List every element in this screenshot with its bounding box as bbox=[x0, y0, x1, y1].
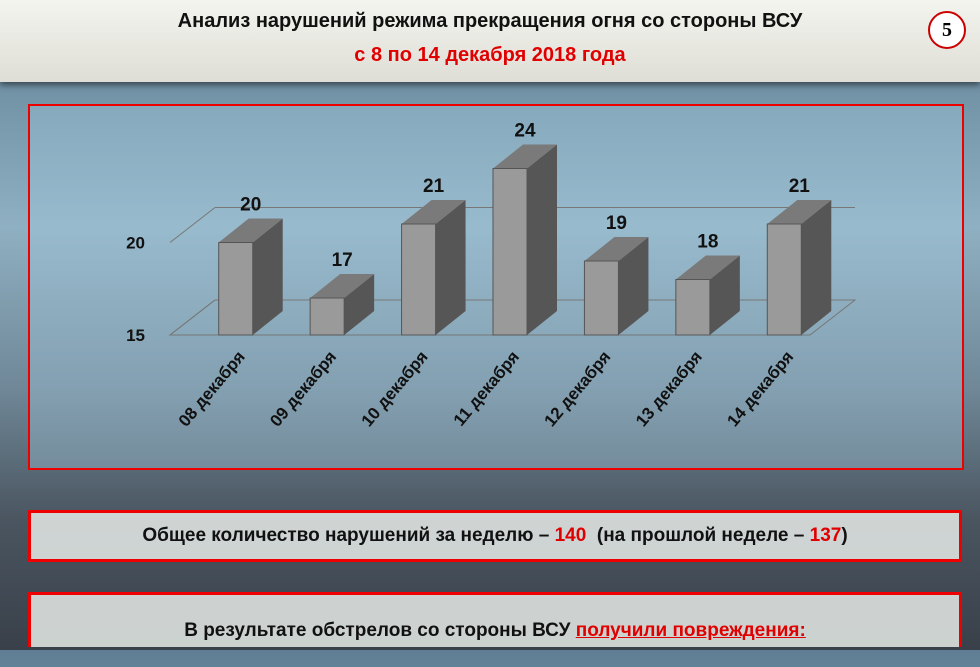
damage-box: В результате обстрелов со стороны ВСУ по… bbox=[28, 592, 962, 647]
y-tick-label: 20 bbox=[126, 234, 145, 253]
summary-prev-value: 137 bbox=[809, 525, 842, 546]
x-tick-label: 08 декабря bbox=[175, 347, 249, 430]
bar-top bbox=[767, 200, 832, 224]
value-label: 21 bbox=[423, 176, 445, 197]
bar-side bbox=[618, 237, 649, 335]
bar-top bbox=[401, 200, 466, 224]
y-tick-label: 15 bbox=[126, 326, 145, 345]
summary-value: 140 bbox=[554, 525, 587, 546]
grid-line-side bbox=[169, 207, 216, 243]
summary-prev-text: (на прошлой неделе – bbox=[596, 525, 805, 546]
bar bbox=[675, 279, 711, 336]
summary-text: Общее количество нарушений за неделю – bbox=[142, 525, 550, 546]
value-label: 20 bbox=[240, 195, 261, 216]
x-tick-label: 11 декабря bbox=[450, 347, 523, 429]
x-tick-label: 14 декабря bbox=[723, 347, 797, 430]
bar-top bbox=[493, 144, 557, 169]
value-label: 19 bbox=[606, 213, 627, 234]
damage-text: В результате обстрелов со стороны ВСУ bbox=[184, 620, 571, 641]
bar-top bbox=[218, 218, 283, 243]
value-label: 18 bbox=[697, 232, 718, 253]
x-tick-label: 10 декабря bbox=[358, 347, 432, 430]
value-label: 17 bbox=[332, 250, 353, 271]
bar-top bbox=[584, 237, 649, 261]
bar bbox=[309, 297, 345, 336]
header: Анализ нарушений режима прекращения огня… bbox=[0, 0, 980, 82]
grid-line-side bbox=[169, 299, 216, 336]
bar-top bbox=[675, 255, 740, 280]
bar-side bbox=[435, 200, 466, 335]
bar-side bbox=[709, 255, 740, 335]
summary-box: Общее количество нарушений за неделю – 1… bbox=[28, 510, 962, 562]
bar-top bbox=[310, 274, 375, 298]
bar bbox=[401, 223, 437, 336]
bar-side bbox=[801, 200, 832, 335]
bar bbox=[492, 168, 528, 336]
bar bbox=[583, 260, 619, 336]
bar-side bbox=[344, 274, 375, 335]
bar-side bbox=[252, 218, 283, 335]
page-number: 5 bbox=[928, 11, 966, 49]
slide: Анализ нарушений режима прекращения огня… bbox=[0, 0, 980, 650]
title: Анализ нарушений режима прекращения огня… bbox=[177, 10, 803, 32]
bar bbox=[218, 242, 254, 336]
chart: 15 20 08 декабря 20 09 декабря 17 10 декабря 21… bbox=[126, 121, 857, 430]
bar-side bbox=[527, 144, 557, 335]
x-tick-label: 12 декабря bbox=[541, 347, 615, 430]
damage-highlight: получили повреждения: bbox=[575, 620, 806, 641]
bar bbox=[766, 223, 802, 336]
summary-close: ) bbox=[841, 525, 848, 546]
x-tick-label: 13 декабря bbox=[632, 347, 706, 430]
value-label: 24 bbox=[514, 121, 536, 142]
x-tick-label: 09 декабря bbox=[266, 347, 340, 430]
value-label: 21 bbox=[789, 176, 811, 197]
subtitle: с 8 по 14 декабря 2018 года bbox=[354, 44, 626, 66]
